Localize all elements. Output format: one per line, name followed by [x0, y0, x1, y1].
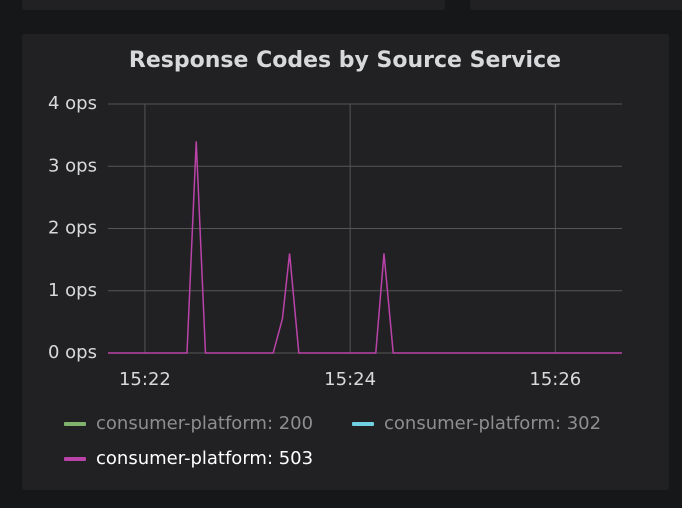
legend-swatch — [64, 422, 86, 426]
legend-label[interactable]: consumer-platform: 302 — [384, 413, 601, 434]
x-tick-label: 15:24 — [324, 369, 376, 390]
legend-label[interactable]: consumer-platform: 200 — [96, 413, 313, 434]
y-tick-label: 3 ops — [48, 155, 97, 176]
x-tick-label: 15:26 — [529, 369, 581, 390]
x-tick-label: 15:22 — [119, 369, 171, 390]
chart-title: Response Codes by Source Service — [129, 48, 561, 73]
y-tick-label: 1 ops — [48, 280, 97, 301]
legend-label[interactable]: consumer-platform: 503 — [96, 448, 313, 469]
panel — [22, 34, 669, 490]
y-tick-label: 0 ops — [48, 342, 97, 363]
legend-swatch — [64, 457, 86, 461]
legend-swatch — [352, 422, 374, 426]
y-tick-label: 2 ops — [48, 218, 97, 239]
panel-above — [22, 0, 445, 10]
y-tick-label: 4 ops — [48, 93, 97, 114]
series-line — [108, 141, 622, 354]
panel-above — [470, 0, 682, 10]
